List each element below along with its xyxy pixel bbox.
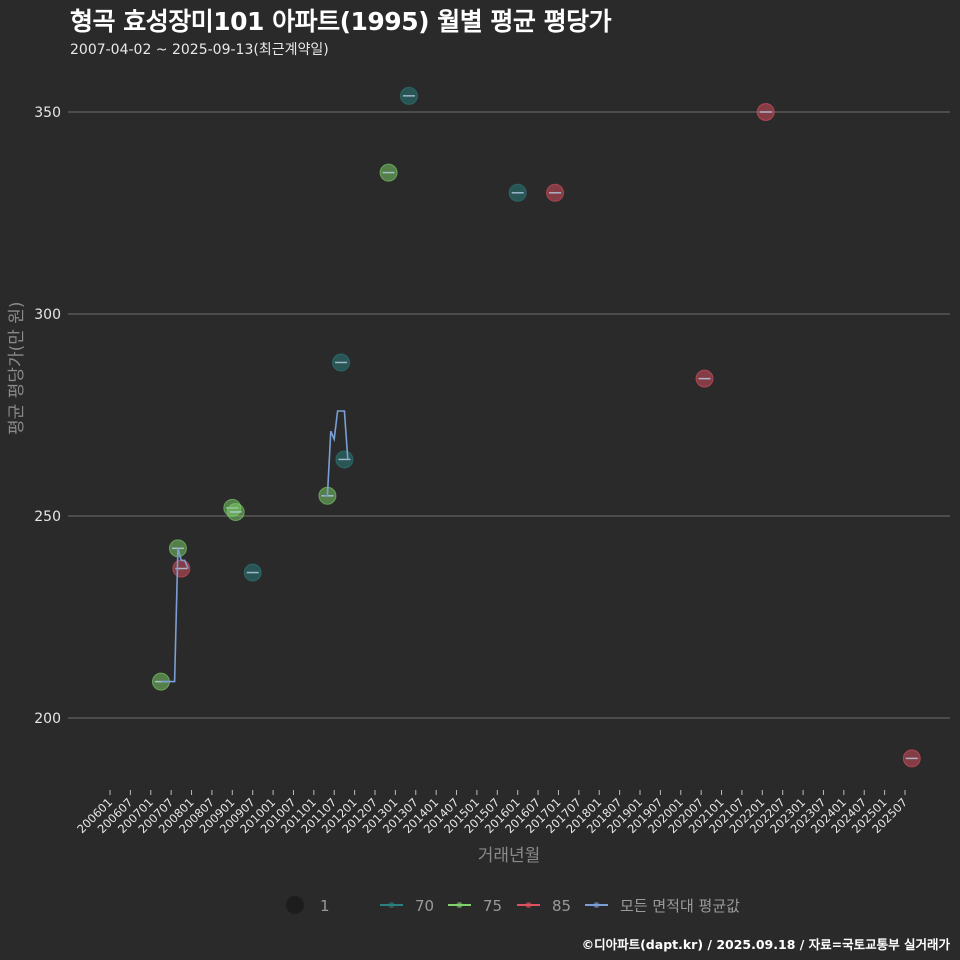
legend-label: 75 <box>483 897 502 915</box>
data-point-70[interactable] <box>335 450 354 469</box>
data-point-85[interactable] <box>695 369 714 388</box>
legend-size-label: 1 <box>320 897 330 915</box>
legend-dot-icon <box>525 902 532 908</box>
average-line <box>324 410 349 497</box>
legend: 1 70 75 85 모든 면적대 평균값 <box>286 896 740 915</box>
y-axis-label: 평균 평당가(만 원) <box>7 301 27 435</box>
y-tick-label: 200 <box>34 711 61 727</box>
data-point-70[interactable] <box>243 563 262 582</box>
data-point-70[interactable] <box>399 86 418 105</box>
chart-title: 형곡 효성장미101 아파트(1995) 월별 평균 평당가 <box>70 7 612 36</box>
data-point-75[interactable] <box>379 163 398 182</box>
x-axis-label: 거래년월 <box>478 846 541 866</box>
data-point-85[interactable] <box>756 103 775 121</box>
legend-label: 85 <box>552 897 571 915</box>
legend-label: 70 <box>415 897 434 915</box>
legend-label: 모든 면적대 평균값 <box>620 897 740 915</box>
data-point-70[interactable] <box>332 353 351 372</box>
source-caption: ©디아파트(dapt.kr) / 2025.09.18 / 자료=국토교통부 실… <box>581 937 950 952</box>
legend-size-icon <box>286 896 304 914</box>
data-point-85[interactable] <box>902 749 921 768</box>
data-point-75[interactable] <box>226 502 245 521</box>
average-line <box>161 548 189 683</box>
y-tick-label: 350 <box>34 105 61 121</box>
y-tick-label: 250 <box>34 509 61 525</box>
data-point-70[interactable] <box>508 183 527 202</box>
legend-dot-icon <box>388 902 395 908</box>
y-tick-label: 300 <box>34 307 61 323</box>
data-point-85[interactable] <box>546 183 565 202</box>
legend-dot-icon <box>456 902 463 908</box>
legend-dot-icon <box>593 902 600 908</box>
chart-subtitle: 2007-04-02 ~ 2025-09-13(최근계약일) <box>70 42 329 58</box>
